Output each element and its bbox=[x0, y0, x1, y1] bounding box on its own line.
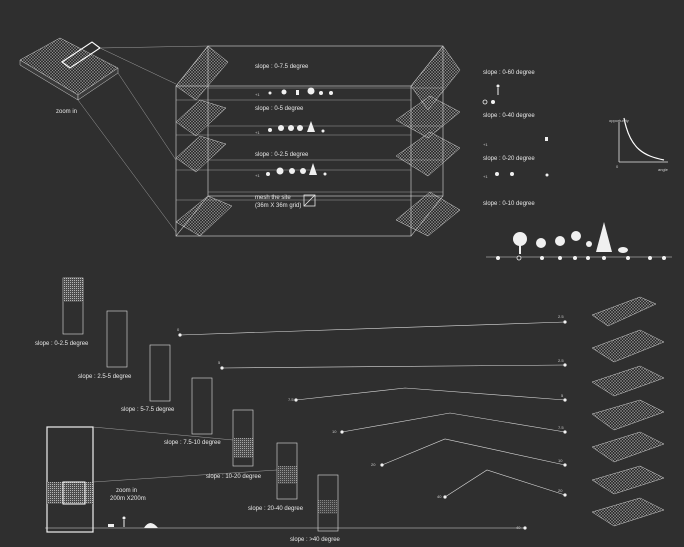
level-slope-label-2: slope : 0-5 degree bbox=[255, 106, 304, 112]
mesh-grid-icon bbox=[303, 194, 316, 207]
bottom-slope-label-5: slope : 10-20 degree bbox=[206, 474, 262, 480]
left-value-7: 40 bbox=[516, 525, 521, 530]
level-slope-label-3: slope : 0-2.5 degree bbox=[255, 152, 309, 158]
svg-text:opportunity: opportunity bbox=[609, 118, 629, 123]
terrain-stack bbox=[591, 296, 665, 527]
left-value-3: 7.5 bbox=[288, 397, 294, 402]
right-value-1: 2.5 bbox=[558, 314, 564, 319]
hiker-icon bbox=[482, 84, 500, 105]
slope-panels bbox=[62, 277, 339, 532]
right-value-2: 2.5 bbox=[558, 358, 564, 363]
left-value-4: 10 bbox=[332, 429, 337, 434]
bottom-slope-label-4: slope : 7.5-10 degree bbox=[164, 440, 221, 446]
zoom-frame bbox=[46, 426, 278, 533]
left-value-2: 5 bbox=[218, 360, 221, 365]
legend-slope-label-1: slope : 0-60 degree bbox=[483, 70, 535, 76]
legend-slope-label-3: slope : 0-20 degree bbox=[483, 156, 535, 162]
left-value-1: 0 bbox=[177, 327, 180, 332]
level-slope-label-1: slope : 0-7.5 degree bbox=[255, 64, 309, 70]
slope-levels-box bbox=[175, 45, 461, 237]
level-icons-2: +1 bbox=[255, 121, 325, 135]
svg-text:angle: angle bbox=[658, 167, 669, 172]
opportunity-graph: opportunity angle 0 bbox=[609, 117, 669, 172]
profile-lines bbox=[45, 320, 567, 530]
level-icons-3: +1 bbox=[255, 163, 327, 178]
right-value-5: 10 bbox=[558, 458, 563, 463]
right-value-4: 7.5 bbox=[558, 425, 564, 430]
bottom-zoom-label-2: 200m X200m bbox=[110, 496, 146, 502]
legend-slope-label-2: slope : 0-40 degree bbox=[483, 113, 535, 119]
site-mesh-block bbox=[19, 37, 119, 101]
svg-text:+1: +1 bbox=[255, 92, 260, 97]
bottom-slope-label-6: slope : 20-40 degree bbox=[248, 506, 304, 512]
site-zoom-label: zoom in bbox=[56, 109, 77, 115]
ground-icons bbox=[108, 516, 158, 528]
mesh-label-2: (36m X 36m grid) bbox=[255, 203, 301, 209]
svg-text:+1: +1 bbox=[483, 174, 488, 179]
svg-text:+1: +1 bbox=[255, 130, 260, 135]
left-value-6: 40 bbox=[437, 494, 442, 499]
svg-text:0: 0 bbox=[616, 164, 619, 169]
bottom-zoom-label-1: zoom in bbox=[116, 488, 137, 494]
bottom-slope-label-7: slope : >40 degree bbox=[290, 537, 341, 543]
legend-slope-label-4: slope : 0-10 degree bbox=[483, 201, 535, 207]
left-value-5: 20 bbox=[371, 462, 376, 467]
bottom-slope-label-1: slope : 0-2.5 degree bbox=[35, 341, 89, 347]
mesh-label-1: mesh the site bbox=[255, 195, 291, 201]
bottom-slope-label-3: slope : 5-7.5 degree bbox=[121, 407, 175, 413]
svg-text:+1: +1 bbox=[255, 173, 260, 178]
right-value-6: 20 bbox=[558, 488, 563, 493]
level-icons-1: +1 bbox=[255, 87, 333, 97]
bottom-slope-label-2: slope : 2.5-5 degree bbox=[78, 374, 132, 380]
svg-text:+1: +1 bbox=[483, 142, 488, 147]
vegetation-row bbox=[486, 222, 672, 261]
right-value-3: 5 bbox=[561, 393, 564, 398]
